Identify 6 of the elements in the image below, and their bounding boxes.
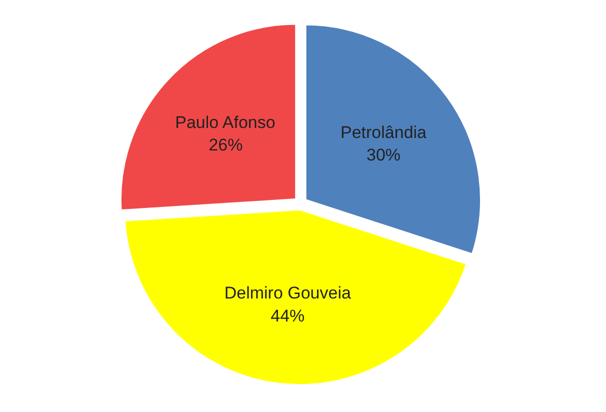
data-label: 26% bbox=[208, 136, 243, 155]
slice-label: Petrolândia bbox=[340, 122, 428, 142]
slice-label: Paulo Afonso bbox=[175, 112, 276, 132]
slice-label: Delmiro Gouveia bbox=[224, 284, 352, 303]
data-label: 30% bbox=[366, 146, 401, 165]
data-label: 44% bbox=[270, 306, 305, 326]
